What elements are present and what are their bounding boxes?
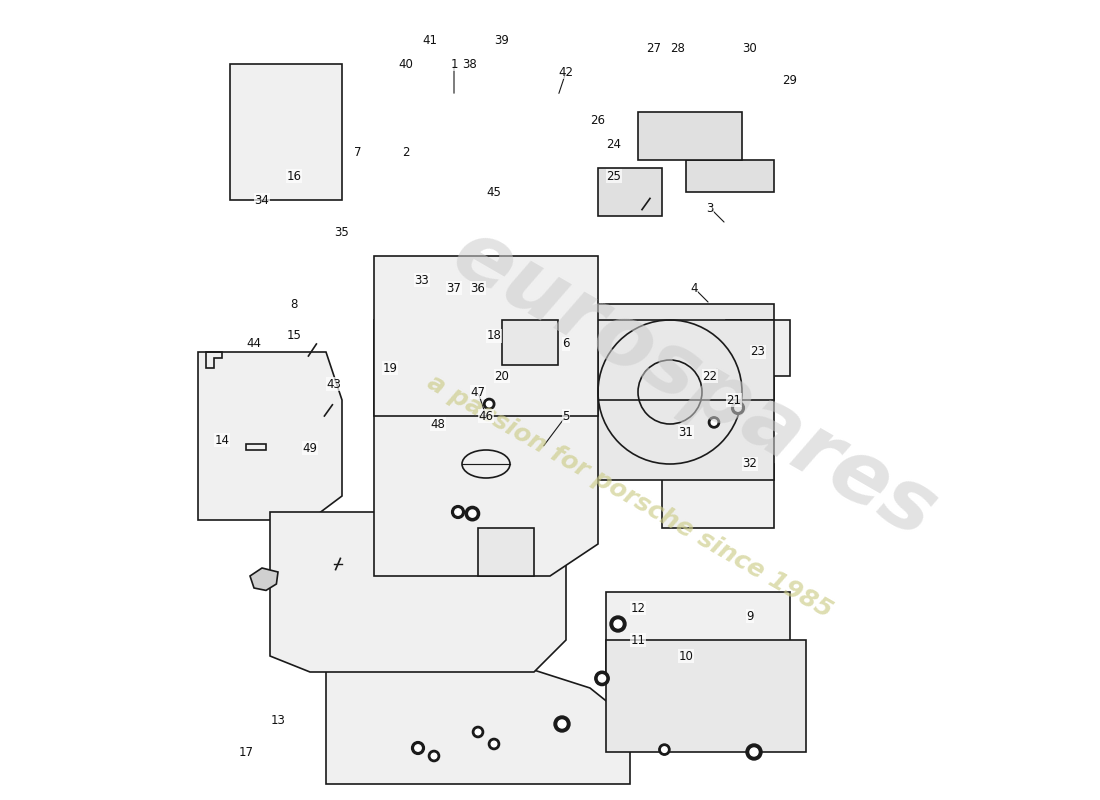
Circle shape — [746, 744, 762, 760]
Text: 4: 4 — [691, 282, 697, 294]
Polygon shape — [198, 352, 342, 520]
Text: 48: 48 — [430, 418, 446, 430]
Text: 30: 30 — [742, 42, 758, 54]
Text: 40: 40 — [398, 58, 414, 70]
Text: 49: 49 — [302, 442, 318, 454]
Circle shape — [750, 748, 758, 756]
Text: 22: 22 — [703, 370, 717, 382]
Text: 43: 43 — [327, 378, 341, 390]
Circle shape — [486, 402, 492, 406]
Circle shape — [428, 750, 440, 762]
Polygon shape — [638, 112, 743, 160]
Circle shape — [475, 730, 481, 734]
Text: eurospares: eurospares — [438, 212, 950, 556]
Text: 28: 28 — [671, 42, 685, 54]
Circle shape — [610, 616, 626, 632]
Polygon shape — [326, 624, 630, 784]
Text: 42: 42 — [559, 66, 573, 78]
Text: 34: 34 — [254, 194, 270, 206]
Text: 27: 27 — [647, 42, 661, 54]
Polygon shape — [598, 168, 662, 216]
Text: 15: 15 — [287, 330, 301, 342]
Circle shape — [411, 742, 425, 754]
Text: 9: 9 — [746, 610, 754, 622]
Circle shape — [732, 402, 745, 414]
Text: 23: 23 — [750, 346, 766, 358]
Text: 41: 41 — [422, 34, 438, 46]
Polygon shape — [454, 320, 774, 400]
Circle shape — [598, 675, 606, 682]
Polygon shape — [230, 64, 342, 200]
Text: a passion for porsche since 1985: a passion for porsche since 1985 — [424, 370, 837, 622]
Polygon shape — [270, 512, 566, 672]
Circle shape — [484, 398, 495, 410]
Text: 3: 3 — [706, 202, 714, 214]
Text: 39: 39 — [495, 34, 509, 46]
Polygon shape — [374, 256, 598, 416]
Circle shape — [472, 726, 484, 738]
Text: 24: 24 — [606, 138, 621, 150]
Text: 11: 11 — [630, 634, 646, 646]
Circle shape — [469, 510, 476, 518]
Text: 20: 20 — [495, 370, 509, 382]
Text: 25: 25 — [606, 170, 621, 182]
Circle shape — [554, 716, 570, 732]
Polygon shape — [478, 528, 534, 576]
Circle shape — [712, 419, 717, 426]
Text: 44: 44 — [246, 338, 262, 350]
Text: 31: 31 — [679, 426, 693, 438]
Text: 5: 5 — [562, 410, 570, 422]
Circle shape — [452, 506, 464, 518]
Polygon shape — [502, 320, 558, 365]
Text: 14: 14 — [214, 434, 230, 446]
Text: 47: 47 — [471, 386, 485, 398]
Circle shape — [558, 720, 566, 728]
Text: 21: 21 — [726, 394, 741, 406]
Polygon shape — [374, 320, 598, 576]
Polygon shape — [662, 464, 774, 528]
Circle shape — [465, 506, 480, 521]
Text: 6: 6 — [562, 338, 570, 350]
Polygon shape — [726, 320, 790, 376]
Text: 2: 2 — [403, 146, 409, 158]
Text: 38: 38 — [463, 58, 477, 70]
Text: 17: 17 — [239, 746, 253, 758]
Circle shape — [735, 405, 741, 411]
Text: 18: 18 — [486, 330, 502, 342]
Text: 35: 35 — [334, 226, 350, 238]
Text: 36: 36 — [471, 282, 485, 294]
Circle shape — [708, 417, 719, 428]
Text: 33: 33 — [415, 274, 429, 286]
Text: 7: 7 — [354, 146, 362, 158]
Text: 29: 29 — [782, 74, 797, 86]
Circle shape — [415, 745, 421, 751]
Circle shape — [661, 747, 668, 752]
Polygon shape — [566, 304, 774, 480]
Text: 32: 32 — [742, 458, 758, 470]
Circle shape — [492, 741, 497, 747]
Circle shape — [488, 738, 499, 750]
Text: 10: 10 — [679, 650, 693, 662]
Text: 26: 26 — [591, 114, 605, 126]
Text: 16: 16 — [286, 170, 301, 182]
Text: 45: 45 — [486, 186, 502, 198]
Polygon shape — [250, 568, 278, 590]
Circle shape — [614, 620, 622, 628]
Text: 13: 13 — [271, 714, 285, 726]
Polygon shape — [606, 640, 806, 752]
Text: 37: 37 — [447, 282, 461, 294]
Text: 12: 12 — [630, 602, 646, 614]
Text: 1: 1 — [450, 58, 458, 70]
Text: 19: 19 — [383, 362, 397, 374]
Circle shape — [454, 509, 461, 515]
Circle shape — [659, 744, 670, 755]
Polygon shape — [686, 160, 774, 192]
Circle shape — [595, 671, 609, 686]
Polygon shape — [606, 592, 790, 672]
Text: 46: 46 — [478, 410, 494, 422]
Text: 8: 8 — [290, 298, 298, 310]
Circle shape — [431, 754, 437, 758]
